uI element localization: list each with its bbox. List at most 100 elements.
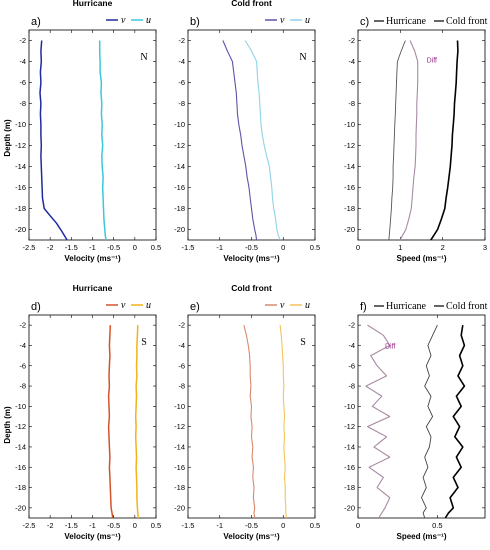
x-tick-label: 0.5 xyxy=(432,521,442,530)
x-axis-label: Velocity (ms⁻¹) xyxy=(64,254,121,263)
direction-annotation: N xyxy=(299,52,306,63)
y-tick-label: -14 xyxy=(344,162,355,171)
axes-box-f xyxy=(357,314,486,519)
legend-label: Hurricane xyxy=(386,301,427,312)
x-tick-label: -1 xyxy=(216,521,223,530)
y-tick-label: -20 xyxy=(174,225,185,234)
y-tick-label: -14 xyxy=(344,442,355,451)
x-tick-label: -1.5 xyxy=(182,521,195,530)
series-line-u xyxy=(98,40,107,241)
series-line-v xyxy=(222,40,258,241)
y-tick-label: -12 xyxy=(174,141,185,150)
panel-title: Cold front xyxy=(231,283,272,293)
x-tick-label: -0.5 xyxy=(245,521,258,530)
direction-annotation: S xyxy=(300,337,306,348)
x-tick-label: 0.5 xyxy=(151,521,161,530)
x-tick-label: 0.5 xyxy=(151,243,161,252)
legend-label: Cold front xyxy=(446,301,488,312)
y-tick-label: -14 xyxy=(174,442,185,451)
x-tick-label: -1 xyxy=(89,243,96,252)
series-line-u xyxy=(244,40,281,241)
panel-title: Hurricane xyxy=(73,0,113,8)
y-tick-label: -6 xyxy=(19,361,26,370)
panel-title: Hurricane xyxy=(73,283,113,293)
x-tick-label: -2.5 xyxy=(23,521,36,530)
diff-label: Diff xyxy=(385,343,395,350)
series-line-hurricane xyxy=(444,324,466,519)
y-axis-label-top: Depth (m) xyxy=(3,119,12,157)
y-tick-label: -18 xyxy=(174,204,185,213)
y-tick-label: -12 xyxy=(15,422,26,431)
y-tick-label: -12 xyxy=(344,141,355,150)
y-tick-label: -6 xyxy=(178,361,185,370)
diff-label: Diff xyxy=(427,58,437,65)
panel-label: f) xyxy=(360,301,367,313)
panel-label: e) xyxy=(190,301,200,313)
legend-label: v xyxy=(121,300,126,311)
y-tick-label: -4 xyxy=(178,57,185,66)
y-tick-label: -10 xyxy=(174,120,185,129)
y-tick-label: -12 xyxy=(344,422,355,431)
series-line-v xyxy=(39,40,68,241)
y-tick-label: -16 xyxy=(15,183,26,192)
x-tick-label: 3 xyxy=(483,243,487,252)
y-tick-label: -18 xyxy=(15,204,26,213)
y-tick-label: -20 xyxy=(344,225,355,234)
y-tick-label: -2 xyxy=(178,321,185,330)
series-line-u xyxy=(279,325,287,519)
y-tick-label: -20 xyxy=(15,503,26,512)
y-tick-label: -12 xyxy=(15,141,26,150)
y-tick-label: -2 xyxy=(19,321,26,330)
y-tick-label: -8 xyxy=(178,99,185,108)
x-tick-label: -0.5 xyxy=(107,243,120,252)
y-tick-label: -20 xyxy=(15,225,26,234)
series-line-diff xyxy=(399,40,419,241)
x-tick-label: 0.5 xyxy=(310,243,320,252)
x-tick-label: 0 xyxy=(133,243,137,252)
x-tick-label: -1 xyxy=(89,521,96,530)
series-line-cold-front xyxy=(421,324,438,519)
y-tick-label: -8 xyxy=(178,382,185,391)
y-tick-label: -6 xyxy=(19,78,26,87)
y-tick-label: -6 xyxy=(348,78,355,87)
direction-annotation: N xyxy=(140,52,147,63)
series-line-diff xyxy=(365,324,391,519)
x-tick-label: -1.5 xyxy=(65,521,78,530)
x-tick-label: 0 xyxy=(281,521,285,530)
y-tick-label: -14 xyxy=(174,162,185,171)
y-tick-label: -10 xyxy=(15,120,26,129)
legend-label: v xyxy=(280,300,285,311)
y-tick-label: -4 xyxy=(348,341,355,350)
x-tick-label: -2 xyxy=(47,521,54,530)
y-tick-label: -4 xyxy=(19,341,26,350)
x-tick-label: -1.5 xyxy=(182,243,195,252)
x-axis-label: Speed (ms⁻¹) xyxy=(396,532,446,541)
y-tick-label: -20 xyxy=(174,503,185,512)
x-tick-label: -2 xyxy=(47,243,54,252)
y-tick-label: -20 xyxy=(344,503,355,512)
y-tick-label: -4 xyxy=(178,341,185,350)
x-tick-label: -0.5 xyxy=(245,243,258,252)
x-tick-label: 2 xyxy=(441,243,445,252)
x-axis-label: Velocity (ms⁻¹) xyxy=(223,254,280,263)
panel-title: Cold front xyxy=(231,0,272,8)
y-tick-label: -12 xyxy=(174,422,185,431)
y-tick-label: -8 xyxy=(19,382,26,391)
panel-c: 0 1 2 3 -2 -4 -6 -8 -10 -12 -14 -16 -18 -20 Speed (ms⁻… xyxy=(344,16,487,263)
y-tick-label: -6 xyxy=(348,361,355,370)
y-tick-label: -6 xyxy=(178,78,185,87)
y-tick-label: -10 xyxy=(344,120,355,129)
y-tick-label: -16 xyxy=(15,463,26,472)
legend-c: Hurricane Cold front xyxy=(374,16,488,27)
y-tick-label: -10 xyxy=(15,402,26,411)
x-axis-label: Velocity (ms⁻¹) xyxy=(223,532,280,541)
y-tick-label: -16 xyxy=(344,463,355,472)
legend-label: v xyxy=(280,15,285,26)
axes-box-a xyxy=(28,29,157,241)
y-tick-label: -8 xyxy=(19,99,26,108)
x-axis-label: Velocity (ms⁻¹) xyxy=(64,532,121,541)
x-tick-label: 0 xyxy=(281,243,285,252)
y-tick-label: -10 xyxy=(174,402,185,411)
